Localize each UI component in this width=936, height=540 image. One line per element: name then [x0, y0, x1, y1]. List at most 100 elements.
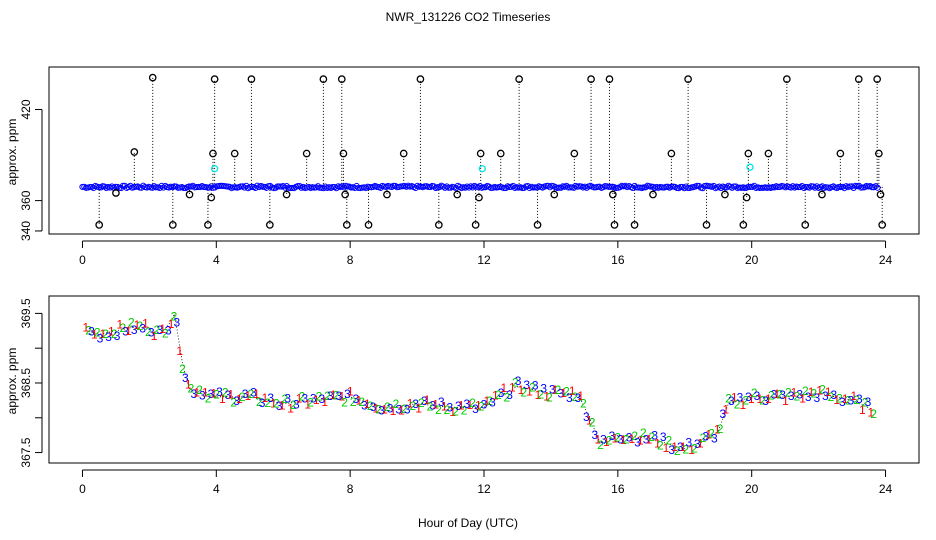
spike-point — [130, 148, 139, 156]
baseline-point — [563, 182, 570, 189]
bottom-plot-frame — [48, 295, 920, 464]
baseline-point — [872, 183, 879, 190]
series-2-point: 2 — [853, 393, 860, 407]
series-3-point: 3 — [208, 387, 215, 401]
spike-point — [818, 190, 826, 199]
series-3-point: 3 — [225, 388, 232, 402]
series-2-point: 2 — [529, 381, 536, 395]
series-2-point: 2 — [802, 384, 809, 398]
series-1-point: 1 — [228, 388, 235, 402]
series-2-point: 2 — [870, 407, 877, 421]
series-1-point: 1 — [543, 390, 550, 404]
baseline-point — [570, 184, 577, 191]
y-tick-label: 368.5 — [19, 368, 33, 398]
series-1-point: 1 — [193, 386, 200, 400]
spike-point — [112, 189, 120, 197]
y-tick-label: 369.5 — [19, 298, 33, 328]
series-3-point: 3 — [668, 443, 675, 457]
series-3-point: 3 — [796, 388, 803, 402]
series-2-point: 2 — [623, 433, 630, 447]
spike-point — [210, 75, 219, 83]
series-2-point: 2 — [401, 402, 408, 416]
baseline-point — [510, 182, 517, 190]
spike-point — [282, 190, 291, 199]
baseline-point — [502, 184, 509, 192]
series-1-point: 1 — [526, 384, 533, 398]
series-2-point: 2 — [631, 429, 638, 443]
series-1-point: 1 — [714, 423, 721, 437]
series-1-point: 1 — [219, 392, 226, 406]
baseline-point — [316, 184, 323, 191]
series-1-point: 1 — [586, 414, 593, 428]
series-1-point: 1 — [100, 327, 107, 341]
series-2-point: 2 — [759, 394, 766, 408]
series-1-point: 1 — [867, 405, 874, 419]
spike-point — [873, 75, 882, 83]
series-2-point: 2 — [580, 397, 587, 411]
series-3-point: 3 — [301, 392, 308, 406]
spike-point — [471, 221, 480, 229]
series-1-point: 1 — [415, 402, 422, 416]
series-3-point: 3 — [139, 322, 146, 336]
x-tick-label: 4 — [213, 253, 220, 267]
series-1-point: 1 — [117, 318, 124, 332]
series-3-point: 3 — [395, 402, 402, 416]
series-1-point: 1 — [799, 392, 806, 406]
series-2-point: 2 — [196, 383, 203, 397]
baseline-point — [279, 182, 287, 190]
series-3-point: 3 — [148, 326, 155, 340]
series-1-point: 1 — [731, 390, 738, 404]
series-1-point: 1 — [825, 385, 832, 399]
series-1-point: 1 — [390, 404, 397, 418]
top-baseline-series — [79, 182, 881, 192]
series-2-point: 2 — [683, 442, 690, 456]
baseline-point — [798, 182, 806, 190]
series-2-point: 2 — [85, 324, 92, 338]
series-1-point: 1 — [671, 440, 678, 454]
series-1-point: 1 — [594, 433, 601, 447]
top-spike-points — [95, 73, 887, 229]
series-2-point: 2 — [418, 396, 425, 410]
series-1-point: 1 — [202, 385, 209, 399]
baseline-point — [747, 183, 754, 190]
spike-point — [247, 75, 256, 83]
series-3-point: 3 — [233, 394, 240, 408]
spike-point — [739, 221, 748, 229]
series-1-point: 1 — [82, 321, 89, 335]
series-2-point: 2 — [776, 387, 783, 401]
series-3-point: 3 — [600, 433, 607, 447]
series-3-point: 3 — [327, 389, 334, 403]
chart-title: NWR_131226 CO2 Timeseries — [386, 10, 551, 24]
trend-path — [85, 312, 876, 450]
series-1-point: 1 — [629, 432, 636, 446]
series-3-point: 3 — [267, 391, 274, 405]
series-2-point: 2 — [486, 394, 493, 408]
series-2-point: 2 — [845, 394, 852, 408]
series-3-point: 3 — [754, 389, 761, 403]
series-1-point: 1 — [705, 427, 712, 441]
series-2-point: 2 — [188, 382, 195, 396]
series-1-point: 1 — [151, 329, 158, 343]
series-3-point: 3 — [643, 433, 650, 447]
series-3-point: 3 — [191, 387, 198, 401]
series-3-point: 3 — [848, 394, 855, 408]
series-1-point: 1 — [356, 393, 363, 407]
series-1-point: 1 — [663, 441, 670, 455]
series-3-point: 3 — [88, 324, 95, 338]
series-3-point: 3 — [353, 392, 360, 406]
series-3-point: 3 — [540, 382, 547, 396]
series-2-point: 2 — [725, 392, 732, 406]
series-3-point: 3 — [549, 383, 556, 397]
spike-point — [630, 221, 639, 229]
series-3-point: 3 — [651, 429, 658, 443]
series-3-point: 3 — [703, 430, 710, 444]
spike-point — [475, 193, 483, 202]
series-3-point: 3 — [737, 391, 744, 405]
series-2-point: 2 — [478, 400, 485, 414]
spike-point — [764, 149, 773, 158]
x-tick-label: 0 — [79, 253, 86, 267]
series-1-point: 1 — [441, 399, 448, 413]
series-1-point: 1 — [722, 402, 729, 416]
series-3-point: 3 — [856, 392, 863, 406]
series-2-point: 2 — [836, 391, 843, 405]
